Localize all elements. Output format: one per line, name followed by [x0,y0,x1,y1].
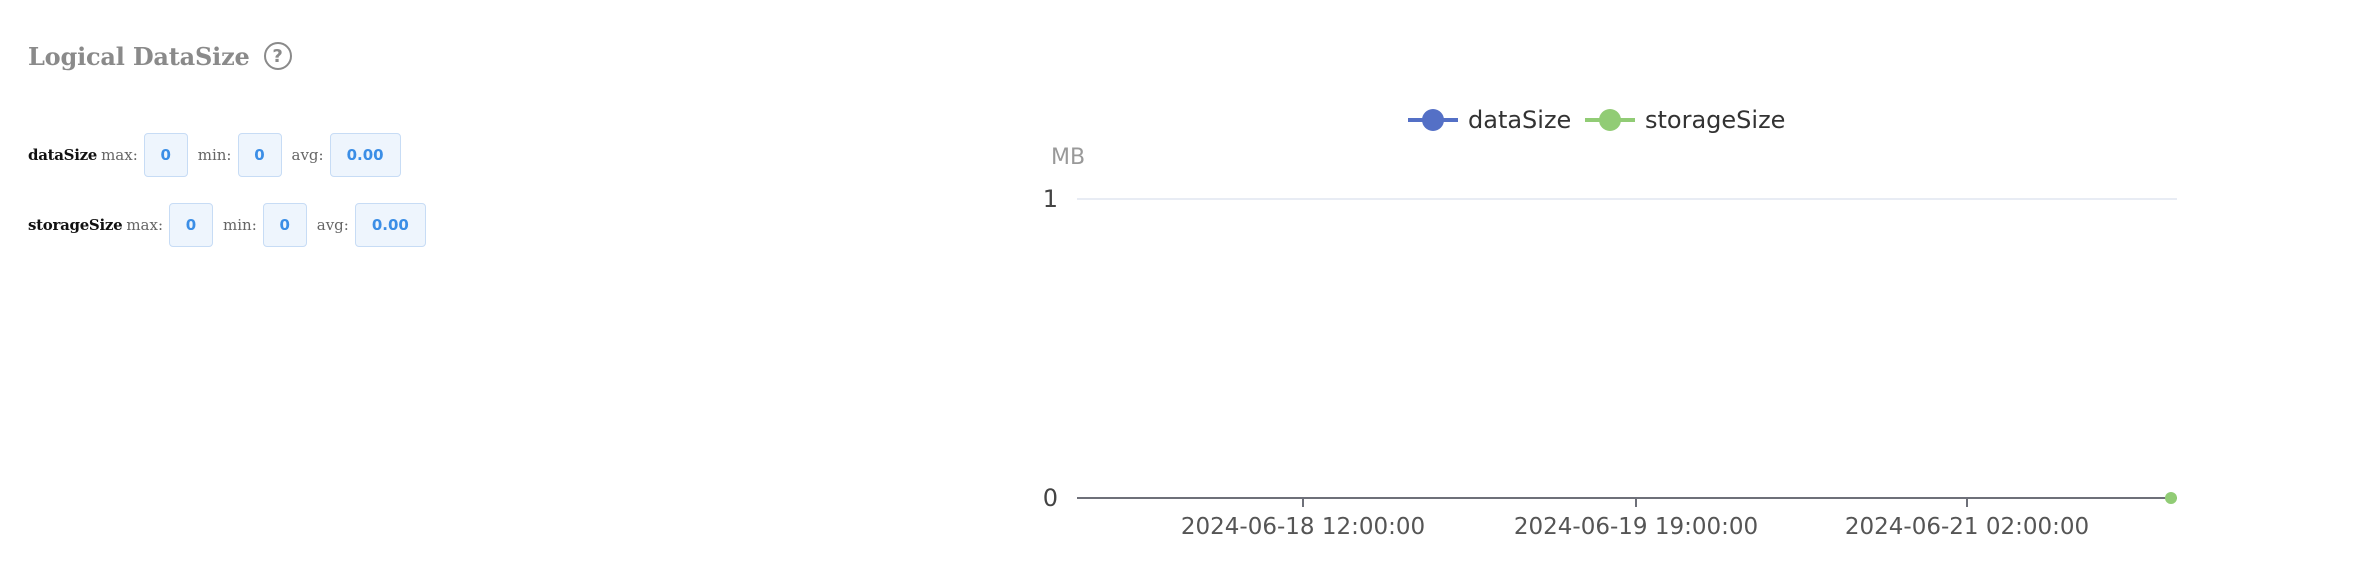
stat-avg-label: avg: [291,146,324,164]
legend-item-datasize-marker [1422,109,1444,131]
x-tick-label: 2024-06-21 02:00:00 [1845,514,2089,540]
stat-avg-label: avg: [316,216,349,234]
legend-item-storagesize-label: storageSize [1645,106,1785,134]
panel-header: Logical DataSize ? [28,34,292,78]
stat-min-label: min: [197,146,232,164]
chart-svg[interactable]: dataSize storageSize MB 0 1 2024-06-18 12:00:… [1000,80,2300,564]
question-circle-icon[interactable]: ? [263,42,292,70]
legend-item-datasize-label: dataSize [1468,106,1571,134]
stat-max-value: 0 [143,133,188,177]
stat-min-value: 0 [262,203,307,247]
y-tick-label: 1 [1043,185,1058,213]
stats-row-storagesize: storageSize max: 0 min: 0 avg: 0.00 [28,202,436,248]
x-tick-label: 2024-06-19 19:00:00 [1514,514,1758,540]
y-tick-label: 0 [1043,484,1058,512]
stat-max-label: max: [101,146,138,164]
stat-avg-value: 0.00 [329,133,401,177]
panel-title: Logical DataSize [28,41,250,71]
y-axis-title: MB [1051,145,1085,170]
stat-min-label: min: [223,216,257,234]
data-point-storageSize [2165,492,2177,504]
stat-max-label: max: [126,216,164,234]
legend-item-storagesize-marker [1599,109,1621,131]
stat-min-value: 0 [237,133,282,177]
line-chart[interactable]: dataSize storageSize MB 0 1 2024-06-18 12:00:… [1000,80,2300,564]
stat-avg-value: 0.00 [354,203,426,247]
stat-max-value: 0 [169,203,214,247]
stat-series-name: dataSize [28,146,98,164]
x-tick-label: 2024-06-18 12:00:00 [1181,514,1425,540]
stats-row-datasize: dataSize max: 0 min: 0 avg: 0.00 [28,132,411,178]
stat-series-name: storageSize [28,216,123,234]
